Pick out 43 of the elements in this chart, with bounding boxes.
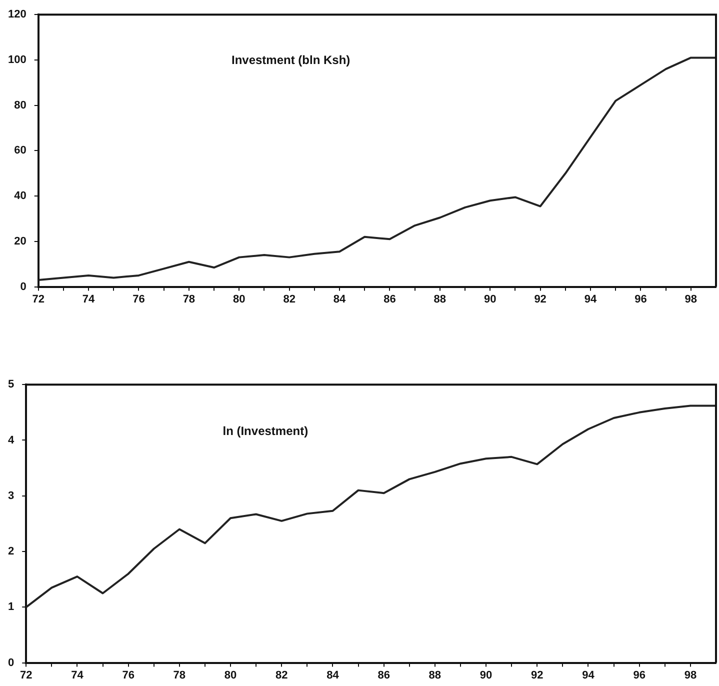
- x-tick-label: 94: [584, 293, 598, 306]
- y-tick-label: 60: [14, 144, 26, 157]
- y-tick-label: 120: [8, 8, 26, 21]
- x-tick-label: 84: [326, 669, 340, 682]
- y-tick-label: 5: [8, 378, 14, 391]
- x-tick-label: 92: [534, 293, 546, 306]
- x-tick-label: 96: [634, 293, 647, 306]
- x-tick-label: 80: [224, 669, 237, 682]
- x-tick-label: 98: [684, 293, 698, 306]
- y-tick-label: 20: [14, 235, 26, 248]
- x-tick-label: 94: [582, 669, 596, 682]
- x-tick-label: 78: [173, 669, 186, 682]
- annotation: ln (Investment): [222, 424, 308, 438]
- y-tick-label: 40: [14, 190, 26, 202]
- x-tick-label: 82: [276, 669, 288, 682]
- y-tick-label: 80: [14, 99, 26, 112]
- x-tick-label: 74: [71, 669, 84, 682]
- x-tick-label: 86: [384, 293, 396, 306]
- x-tick-label: 84: [333, 293, 347, 306]
- x-tick-label: 98: [684, 669, 697, 682]
- x-tick-label: 90: [484, 293, 496, 306]
- x-tick-label: 82: [283, 293, 296, 306]
- annotation: Investment (bln Ksh): [231, 53, 350, 68]
- y-tick-label: 3: [8, 490, 14, 502]
- y-tick-label: 100: [8, 54, 26, 66]
- x-tick-label: 76: [122, 669, 134, 682]
- x-tick-label: 86: [378, 669, 390, 682]
- x-tick-label: 96: [633, 669, 646, 682]
- x-tick-label: 92: [531, 669, 544, 682]
- x-tick-label: 80: [233, 293, 246, 306]
- y-tick-label: 1: [8, 601, 14, 614]
- x-tick-label: 90: [480, 669, 492, 682]
- y-tick-label: 0: [8, 656, 14, 669]
- x-tick-label: 72: [32, 293, 44, 306]
- x-tick-label: 88: [428, 669, 442, 682]
- y-tick-label: 0: [20, 280, 26, 293]
- x-tick-label: 74: [82, 293, 96, 306]
- y-tick-label: 2: [8, 546, 14, 558]
- x-tick-label: 88: [434, 293, 446, 306]
- x-tick-label: 78: [182, 293, 196, 306]
- x-tick-label: 76: [132, 293, 145, 306]
- x-tick-label: 72: [20, 669, 32, 682]
- y-tick-label: 4: [8, 434, 15, 446]
